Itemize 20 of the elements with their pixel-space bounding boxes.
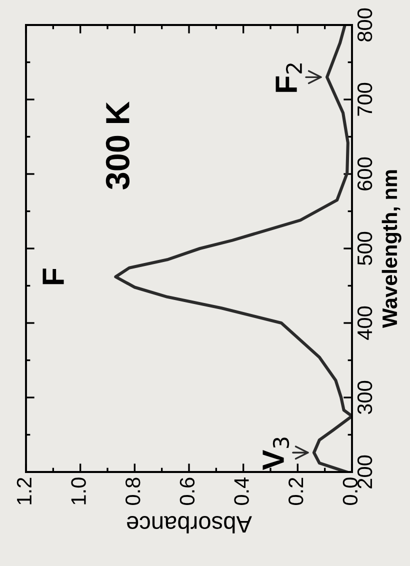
y-tick-label: 300	[357, 380, 372, 414]
annotation: F$_{2}$	[276, 64, 302, 92]
y-tick-label: 800	[357, 8, 372, 42]
x-tick-label: 0.0	[342, 478, 358, 506]
annotation: V$_{3}$	[262, 438, 290, 470]
x-axis-title: Absorbance	[127, 516, 252, 534]
y-axis-title: Wavelength, nm	[382, 170, 402, 328]
x-tick-label: 0.2	[288, 478, 304, 506]
y-tick-label: 700	[357, 82, 372, 116]
x-tick-label: 0.6	[180, 478, 195, 506]
x-tick-label: 0.4	[234, 477, 249, 506]
y-tick-label: 200	[357, 455, 372, 488]
annotation: 300 K	[106, 102, 130, 190]
x-tick-label: 1.2	[16, 478, 32, 504]
annotation: F	[42, 268, 64, 284]
x-tick-label: 0.8	[126, 478, 140, 506]
x-tick-label: 1.0	[71, 478, 86, 504]
y-tick-label: 400	[357, 306, 372, 340]
y-tick-label: 500	[357, 232, 372, 266]
y-tick-label: 600	[357, 157, 372, 190]
